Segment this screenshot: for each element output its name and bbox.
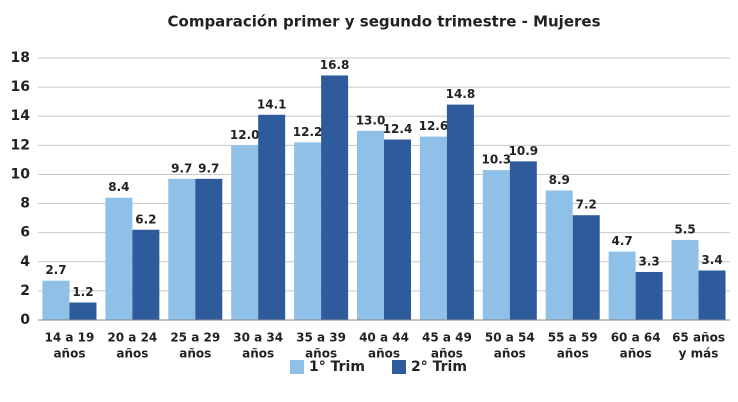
value-label: 14.8 bbox=[446, 87, 476, 101]
bar bbox=[671, 239, 699, 320]
value-label: 13.0 bbox=[356, 113, 386, 127]
y-tick-label: 12 bbox=[11, 137, 30, 153]
y-tick-label: 8 bbox=[20, 196, 30, 212]
bar bbox=[545, 190, 573, 320]
bar bbox=[195, 178, 223, 320]
value-label: 14.1 bbox=[257, 97, 287, 111]
bar bbox=[608, 251, 636, 320]
x-tick-label: años bbox=[116, 347, 148, 361]
value-label: 10.9 bbox=[509, 144, 539, 158]
value-label: 10.3 bbox=[482, 153, 512, 167]
bar bbox=[69, 302, 97, 320]
value-label: 2.7 bbox=[45, 263, 66, 277]
legend-label: 1° Trim bbox=[309, 359, 365, 375]
bar bbox=[258, 114, 286, 321]
y-tick-label: 14 bbox=[11, 108, 31, 124]
x-tick-label: y más bbox=[679, 347, 719, 361]
legend-label: 2° Trim bbox=[411, 359, 467, 375]
x-tick-label: 14 a 19 bbox=[45, 331, 95, 345]
bar bbox=[384, 139, 411, 320]
x-tick-label: 45 a 49 bbox=[422, 331, 472, 345]
value-label: 1.2 bbox=[72, 285, 93, 299]
value-label: 9.7 bbox=[198, 161, 219, 175]
x-tick-label: años bbox=[53, 347, 85, 361]
value-label: 5.5 bbox=[674, 222, 695, 236]
x-tick-label: 40 a 44 bbox=[359, 331, 409, 345]
x-tick-label: 20 a 24 bbox=[107, 331, 157, 345]
value-label: 8.4 bbox=[108, 180, 129, 194]
bar bbox=[698, 270, 726, 320]
chart-title: Comparación primer y segundo trimestre -… bbox=[168, 13, 601, 31]
x-tick-label: 60 a 64 bbox=[611, 331, 661, 345]
bar bbox=[105, 197, 133, 320]
y-tick-label: 6 bbox=[20, 225, 30, 241]
y-tick-label: 4 bbox=[20, 254, 30, 270]
y-tick-label: 16 bbox=[11, 79, 30, 95]
value-label: 16.8 bbox=[320, 58, 350, 72]
x-tick-label: 30 a 34 bbox=[233, 331, 283, 345]
bar bbox=[509, 161, 537, 320]
value-label: 4.7 bbox=[612, 234, 633, 248]
bar bbox=[482, 170, 510, 320]
bar bbox=[168, 178, 196, 320]
bar bbox=[132, 229, 160, 320]
bar bbox=[231, 145, 259, 320]
bar bbox=[321, 75, 349, 320]
value-label: 8.9 bbox=[549, 173, 570, 187]
bar bbox=[357, 130, 384, 320]
y-tick-label: 2 bbox=[20, 283, 30, 299]
x-tick-label: años bbox=[242, 347, 274, 361]
bar bbox=[572, 215, 600, 320]
x-tick-label: 55 a 59 bbox=[548, 331, 598, 345]
x-tick-label: años bbox=[431, 347, 463, 361]
y-tick-label: 18 bbox=[11, 50, 30, 66]
bar bbox=[635, 271, 663, 320]
value-label: 12.2 bbox=[293, 125, 323, 139]
value-label: 3.3 bbox=[639, 254, 660, 268]
bar bbox=[294, 142, 322, 320]
bar bbox=[446, 104, 474, 320]
value-label: 6.2 bbox=[135, 212, 156, 226]
legend-swatch bbox=[392, 360, 406, 374]
value-label: 12.6 bbox=[419, 119, 449, 133]
x-tick-label: años bbox=[305, 347, 337, 361]
value-label: 9.7 bbox=[171, 161, 192, 175]
x-tick-label: 25 a 29 bbox=[170, 331, 220, 345]
y-tick-label: 10 bbox=[11, 166, 31, 182]
x-tick-label: 50 a 54 bbox=[485, 331, 535, 345]
bar bbox=[419, 136, 447, 320]
bar bbox=[42, 280, 70, 320]
value-label: 12.0 bbox=[230, 128, 260, 142]
value-label: 7.2 bbox=[576, 198, 597, 212]
value-label: 12.4 bbox=[383, 122, 413, 136]
x-tick-label: años bbox=[620, 347, 652, 361]
x-tick-label: años bbox=[368, 347, 400, 361]
legend-swatch bbox=[290, 360, 304, 374]
y-tick-label: 0 bbox=[20, 312, 30, 328]
value-label: 3.4 bbox=[701, 253, 722, 267]
x-tick-label: años bbox=[494, 347, 526, 361]
x-tick-label: 35 a 39 bbox=[296, 331, 346, 345]
x-tick-label: 65 años bbox=[672, 331, 725, 345]
x-tick-label: años bbox=[179, 347, 211, 361]
x-tick-label: años bbox=[557, 347, 589, 361]
